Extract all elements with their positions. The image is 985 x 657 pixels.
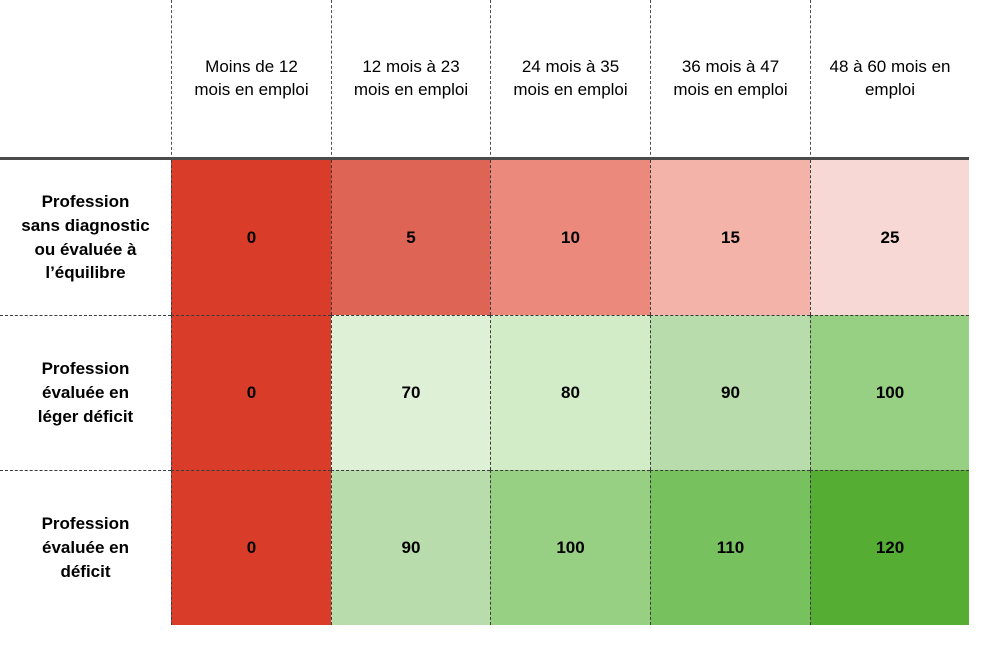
heatmap-cell-r2-c3: 80 xyxy=(490,315,650,470)
heatmap-cell-r1-c5: 25 xyxy=(810,160,969,315)
label-text: Profession évaluée en déficit xyxy=(41,514,130,581)
label-text: Profession évaluée en léger déficit xyxy=(37,359,134,426)
cell-value: 0 xyxy=(246,538,257,557)
cell-value: 0 xyxy=(246,227,257,247)
heatmap-cell-r2-c1: 0 xyxy=(171,315,331,470)
cell-value: 90 xyxy=(401,538,421,557)
column-header-3: 24 mois à 35 mois en emploi xyxy=(490,0,650,160)
heatmap-cell-r3-c2: 90 xyxy=(331,470,490,625)
cell-value: 5 xyxy=(406,227,416,247)
cell-value: 100 xyxy=(875,383,905,402)
cell-value: 10 xyxy=(561,227,580,247)
corner-cell xyxy=(0,0,171,160)
heatmap-cell-r3-c1: 0 xyxy=(171,470,331,625)
heatmap-cell-r3-c5: 120 xyxy=(810,470,969,625)
cell-value: 70 xyxy=(401,383,421,402)
heatmap-cell-r3-c3: 100 xyxy=(490,470,650,625)
heatmap-cell-r1-c4: 15 xyxy=(650,160,810,315)
heatmap-cell-r1-c1: 0 xyxy=(171,160,331,315)
cell-value: 100 xyxy=(556,538,585,557)
label-text: Profession sans diagnostic ou évaluée à l’é… xyxy=(21,191,150,283)
label-text: Moins de 12 mois en emploi xyxy=(194,56,309,99)
heatmap-cell-r3-c4: 110 xyxy=(650,470,810,625)
cell-value: 15 xyxy=(721,227,740,247)
cell-value: 25 xyxy=(880,227,900,247)
heatmap-cell-r2-c4: 90 xyxy=(650,315,810,470)
label-text: 24 mois à 35 mois en emploi xyxy=(513,56,628,99)
row-header-3: Profession évaluée en déficit xyxy=(0,470,171,625)
label-text: 12 mois à 23 mois en emploi xyxy=(353,56,469,99)
cell-value: 110 xyxy=(716,538,745,557)
heatmap-cell-r2-c2: 70 xyxy=(331,315,490,470)
cell-value: 0 xyxy=(246,383,257,402)
heatmap-cell-r1-c2: 5 xyxy=(331,160,490,315)
column-header-5: 48 à 60 mois en emploi xyxy=(810,0,969,160)
column-header-2: 12 mois à 23 mois en emploi xyxy=(331,0,490,160)
heatmap-cell-r1-c3: 10 xyxy=(490,160,650,315)
heatmap-grid: Moins de 12 mois en emploi 12 mois à 23 moi… xyxy=(0,0,969,625)
row-header-1: Profession sans diagnostic ou évaluée à l’é… xyxy=(0,160,171,315)
cell-value: 90 xyxy=(721,383,740,402)
column-header-1: Moins de 12 mois en emploi xyxy=(171,0,331,160)
cell-value: 120 xyxy=(875,538,905,557)
row-header-2: Profession évaluée en léger déficit xyxy=(0,315,171,470)
column-header-4: 36 mois à 47 mois en emploi xyxy=(650,0,810,160)
label-text: 36 mois à 47 mois en emploi xyxy=(673,56,788,99)
cell-value: 80 xyxy=(561,383,580,402)
heatmap-cell-r2-c5: 100 xyxy=(810,315,969,470)
label-text: 48 à 60 mois en emploi xyxy=(829,56,951,99)
